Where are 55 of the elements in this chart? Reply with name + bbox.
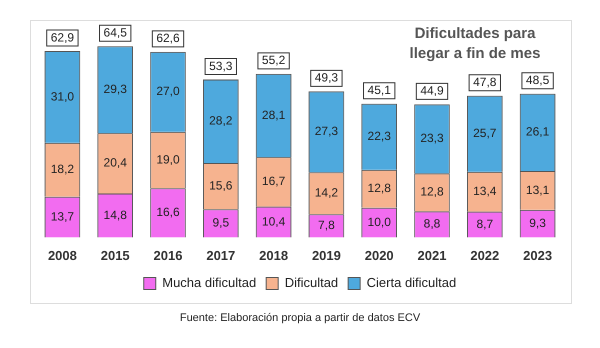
x-tick-label: 2019	[312, 248, 341, 263]
chart-title: Dificultades para llegar a fin de mes	[408, 24, 542, 64]
data-label: 23,3	[420, 131, 444, 146]
total-label: 62,6	[156, 31, 180, 46]
total-label: 62,9	[50, 30, 74, 44]
total-label: 49,3	[314, 70, 338, 85]
total-label: 48,5	[526, 73, 550, 88]
source-note: Fuente: Elaboración propia a partir de datos ECV	[178, 312, 422, 324]
data-label: 22,3	[368, 129, 392, 144]
total-label: 44,9	[420, 84, 444, 98]
x-tick-label: 2023	[523, 248, 552, 263]
data-label: 27,0	[156, 84, 180, 98]
data-label: 9,5	[212, 216, 230, 230]
total-label: 55,2	[262, 53, 286, 68]
total-label: 47,8	[473, 75, 497, 90]
data-label: 19,0	[156, 152, 180, 166]
total-label: 64,5	[104, 26, 128, 40]
data-label: 13,1	[526, 182, 550, 197]
data-label: 10,0	[368, 214, 392, 229]
data-label: 18,2	[50, 162, 74, 176]
data-label: 13,4	[473, 184, 497, 198]
data-label: 9,3	[529, 216, 546, 230]
data-label: 10,4	[262, 214, 286, 228]
data-label: 29,3	[104, 82, 128, 96]
legend-label: Cierta dificultad	[366, 275, 456, 290]
x-tick-label: 2021	[418, 248, 446, 263]
data-label: 27,3	[314, 124, 338, 138]
data-label: 16,7	[262, 174, 286, 188]
data-label: 28,1	[262, 108, 286, 122]
data-label: 13,7	[50, 209, 74, 224]
x-tick-label: 2018	[259, 248, 288, 263]
x-tick-label: 2008	[48, 248, 77, 263]
legend-label: Mucha dificultad	[162, 275, 256, 290]
data-label: 20,4	[104, 156, 128, 170]
x-tick-label: 2016	[154, 248, 182, 263]
x-tick-label: 2022	[470, 248, 500, 263]
data-label: 8,7	[476, 216, 494, 231]
data-label: 12,8	[420, 184, 444, 199]
data-label: 7,8	[318, 218, 336, 232]
legend-label: Dificultad	[284, 275, 338, 290]
data-label: 25,7	[473, 126, 497, 140]
total-label: 53,3	[209, 58, 233, 73]
x-tick-label: 2017	[206, 248, 236, 263]
data-label: 26,1	[526, 124, 550, 139]
data-label: 31,0	[50, 89, 74, 104]
data-label: 8,8	[424, 216, 441, 231]
data-label: 15,6	[209, 178, 233, 192]
x-tick-label: 2015	[100, 248, 130, 263]
total-label: 45,1	[368, 83, 392, 98]
data-label: 14,8	[104, 208, 128, 222]
data-label: 16,6	[156, 205, 180, 220]
data-label: 28,2	[209, 114, 233, 128]
data-label: 14,2	[314, 186, 338, 200]
x-tick-label: 2020	[364, 248, 394, 263]
data-label: 12,8	[368, 181, 392, 196]
